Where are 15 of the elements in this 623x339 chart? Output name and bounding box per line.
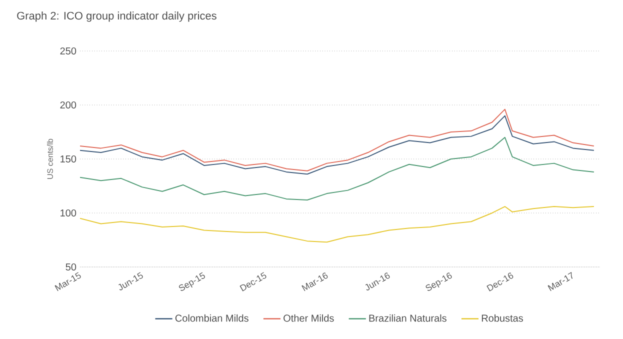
legend-label: Robustas <box>482 314 523 322</box>
legend-label: Brazilian Naturals <box>369 314 446 322</box>
y-axis-title: US cents/lb <box>47 138 53 179</box>
y-tick-label: 150 <box>60 155 76 163</box>
y-tick-label: 200 <box>60 101 76 109</box>
line-series <box>80 108 594 172</box>
line-series <box>80 115 594 175</box>
y-tick-label: 250 <box>60 47 76 55</box>
line-series <box>80 136 594 201</box>
chart-title: Graph 2: ICO group indicator daily prices <box>17 12 216 22</box>
legend-label: Other Milds <box>284 314 334 322</box>
line-series <box>80 206 594 243</box>
y-tick-label: 100 <box>60 209 76 217</box>
y-tick-label: 50 <box>66 263 76 271</box>
legend-label: Colombian Milds <box>175 314 248 322</box>
